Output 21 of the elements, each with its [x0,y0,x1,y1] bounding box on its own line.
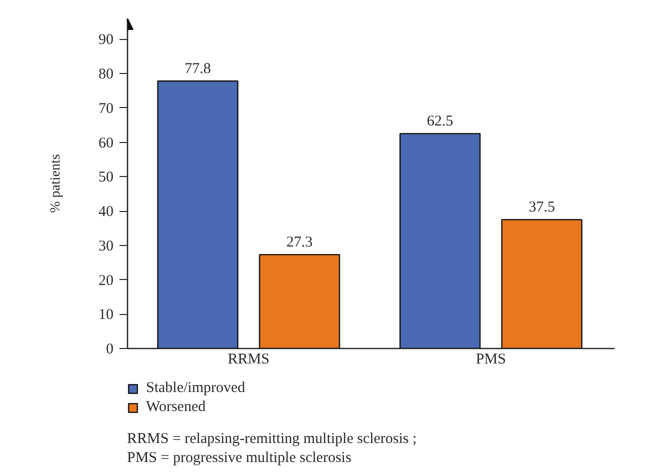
y-tick-label: 40 [98,204,114,220]
text: RRMS = relapsing-remitting multiple sclerosis ; [127,430,417,449]
y-tick-label: 0 [106,342,114,358]
y-tick-label: 50 [98,170,114,186]
x-tick-label: RRMS [228,352,270,368]
legend-label: Stable/improved [146,380,246,397]
data-label: 37.5 [528,200,555,216]
y-tick-label: 60 [98,135,114,152]
data-label: 62.5 [426,114,454,130]
y-tick-label: 20 [98,272,114,289]
text: PMS = progressive multiple sclerosis [127,449,352,468]
y-tick-label: 90 [98,32,114,48]
y-axis-title: % patients [48,154,64,213]
y-tick-label: 10 [98,307,114,324]
y-tick-label: 70 [98,100,114,117]
x-tick-label: PMS [476,352,506,368]
data-label: 77.8 [184,61,211,78]
legend-label: Worsened [146,399,206,416]
data-label: 27.3 [286,234,313,251]
y-tick-label: 30 [98,238,114,254]
y-tick-label: 80 [98,66,114,82]
